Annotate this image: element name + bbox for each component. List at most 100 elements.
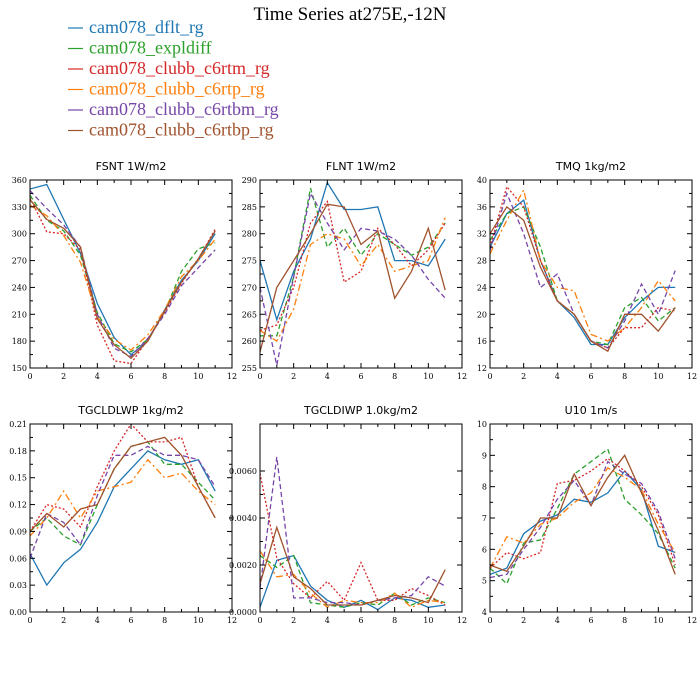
x-tick-label: 8 [622, 372, 627, 381]
y-tick-label: 0.0000 [229, 608, 257, 617]
y-tick-label: 275 [242, 257, 257, 266]
x-tick-label: 6 [588, 372, 593, 381]
panel-tgcldlwp-1kg-m2: TGCLDLWP 1kg/m2 0 2 4 6 8 10 12 0.00 0.03 0.06 0.09… [9, 404, 237, 625]
x-tick-label: 12 [457, 372, 467, 381]
series-line-cam078-clubb-c6rtp-rg [490, 188, 676, 342]
x-tick-label: 10 [193, 372, 203, 381]
series-line-cam078-clubb-c6rtm-rg [490, 185, 676, 349]
x-tick-label: 0 [27, 372, 32, 381]
x-tick-label: 4 [555, 616, 560, 625]
series-line-cam078-clubb-c6rtbp-rg [490, 454, 676, 575]
x-tick-label: 10 [423, 616, 433, 625]
x-tick-label: 12 [687, 372, 697, 381]
series-line-cam078-clubb-c6rtbm-rg [30, 445, 216, 559]
y-tick-label: 40 [477, 176, 487, 185]
series-group [490, 185, 676, 353]
x-tick-label: 4 [325, 372, 330, 381]
y-tick-label: 20 [477, 310, 487, 319]
series-group [490, 448, 676, 585]
series-line-cam078-clubb-c6rtm-rg [260, 199, 446, 332]
x-tick-label: 0 [257, 616, 262, 625]
figure-title: Time Series at275E,-12N [254, 4, 447, 25]
y-tick-label: 270 [242, 283, 257, 292]
x-tick-label: 8 [392, 616, 397, 625]
y-tick-label: 0.15 [9, 474, 27, 483]
x-tick-label: 6 [358, 372, 363, 381]
panel-flnt-1w-m2: FLNT 1W/m2 0 2 4 6 8 10 12 255 260 265 270 275 280 285… [242, 160, 467, 381]
series-line-cam078-expldiff [30, 194, 216, 353]
series-line-cam078-clubb-c6rtbp-rg [260, 203, 446, 353]
y-tick-label: 180 [12, 337, 27, 346]
x-tick-label: 4 [555, 372, 560, 381]
series-line-cam078-clubb-c6rtbp-rg [30, 199, 216, 360]
y-tick-label: 240 [12, 283, 27, 292]
y-tick-label: 5 [482, 577, 487, 586]
panel-u10-1m-s: U10 1m/s 0 2 4 6 8 10 12 4 5 6 7 8 9 10 [477, 404, 697, 625]
panel-tgcldiwp-1-0kg-m2: TGCLDIWP 1.0kg/m20 2 4 6 8 10 120.00000.00200.… [229, 404, 467, 625]
legend: cam078_dflt_rgcam078_expldiffcam078_club… [68, 17, 279, 140]
x-tick-label: 12 [457, 616, 467, 625]
x-tick-label: 2 [61, 372, 66, 381]
x-tick-label: 0 [257, 372, 262, 381]
y-tick-label: 36 [477, 203, 487, 212]
y-tick-label: 210 [12, 310, 27, 319]
y-tick-label: 280 [242, 230, 257, 239]
y-tick-label: 0.0020 [229, 561, 257, 570]
panel-title: FLNT 1W/m2 [326, 160, 396, 173]
y-tick-label: 265 [242, 310, 257, 319]
y-tick-label: 270 [12, 257, 27, 266]
y-tick-label: 150 [12, 364, 27, 373]
y-tick-label: 290 [242, 176, 257, 185]
x-tick-label: 8 [162, 616, 167, 625]
series-group [30, 424, 216, 587]
y-tick-label: 0.12 [9, 501, 27, 510]
y-tick-label: 0.0060 [229, 467, 257, 476]
x-tick-label: 2 [61, 616, 66, 625]
y-tick-label: 260 [242, 337, 257, 346]
panel-title: TMQ 1kg/m2 [555, 160, 626, 173]
panels: FSNT 1W/m20 2 4 6 8 10 12150180210240270300330… [9, 160, 697, 625]
y-tick-label: 0.21 [9, 420, 27, 429]
series-line-cam078-dflt-rg [490, 198, 676, 346]
y-tick-label: 0.0040 [229, 514, 257, 523]
panel-title: TGCLDIWP 1.0kg/m2 [303, 404, 418, 417]
x-tick-label: 10 [653, 616, 663, 625]
series-line-cam078-dflt-rg [260, 181, 446, 322]
x-tick-label: 8 [392, 372, 397, 381]
x-tick-label: 8 [622, 616, 627, 625]
series-line-cam078-clubb-c6rtp-rg [30, 204, 216, 351]
series-line-cam078-clubb-c6rtbp-rg [260, 525, 446, 606]
x-tick-label: 4 [95, 372, 100, 381]
series-line-cam078-expldiff [260, 554, 446, 608]
x-tick-label: 10 [193, 616, 203, 625]
y-tick-label: 32 [477, 230, 487, 239]
series-line-cam078-clubb-c6rtm-rg [490, 457, 676, 569]
series-line-cam078-clubb-c6rtbm-rg [30, 190, 216, 358]
series-line-cam078-clubb-c6rtm-rg [30, 197, 216, 365]
x-tick-label: 2 [291, 372, 296, 381]
legend-label-cam078-expldiff: cam078_expldiff [89, 38, 212, 58]
series-line-cam078-clubb-c6rtm-rg [260, 473, 446, 606]
y-tick-label: 8 [482, 483, 487, 492]
y-tick-label: 9 [482, 451, 487, 460]
panel-title: FSNT 1W/m2 [96, 160, 167, 173]
legend-label-cam078-clubb-c6rtbp-rg: cam078_clubb_c6rtbp_rg [89, 120, 274, 140]
x-tick-label: 6 [588, 616, 593, 625]
x-tick-label: 12 [227, 372, 237, 381]
y-tick-label: 0.03 [9, 581, 27, 590]
series-group [30, 183, 216, 365]
series-group [260, 181, 446, 366]
series-line-cam078-clubb-c6rtbm-rg [260, 191, 446, 366]
x-tick-label: 10 [653, 372, 663, 381]
y-tick-label: 255 [242, 364, 257, 373]
y-tick-label: 4 [482, 608, 487, 617]
legend-label-cam078-clubb-c6rtp-rg: cam078_clubb_c6rtp_rg [89, 79, 265, 99]
y-tick-label: 24 [477, 283, 487, 292]
x-tick-label: 2 [521, 372, 526, 381]
x-tick-label: 6 [358, 616, 363, 625]
y-tick-label: 0.18 [9, 447, 27, 456]
legend-label-cam078-clubb-c6rtm-rg: cam078_clubb_c6rtm_rg [89, 58, 270, 78]
panel-title: U10 1m/s [565, 404, 618, 417]
series-line-cam078-expldiff [260, 187, 446, 337]
